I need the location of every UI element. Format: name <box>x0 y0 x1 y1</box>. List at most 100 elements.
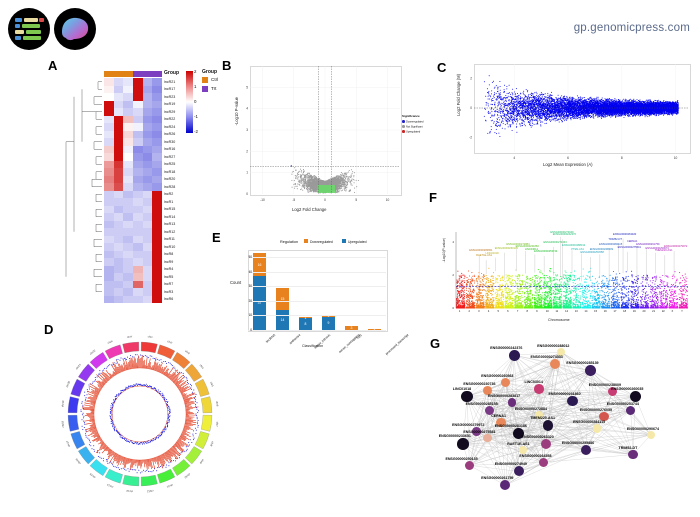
network-node-label: ENSG00000233651 <box>439 434 471 438</box>
bar-value-label: 3 <box>345 326 358 330</box>
network-node-label: ENSG00000275541 <box>463 430 495 434</box>
manhattan-gene-label: ENSG00000274949 <box>550 231 573 234</box>
heatmap-cell <box>133 220 143 228</box>
network-node[interactable] <box>534 384 544 394</box>
network-node[interactable] <box>500 480 511 491</box>
network-node[interactable] <box>508 349 520 361</box>
heatmap-cell <box>133 93 143 101</box>
network-node-label: ENSG00000276055 <box>580 408 612 412</box>
heatmap-cell <box>104 153 114 161</box>
heatmap-cell <box>113 258 124 266</box>
heatmap-cell <box>133 175 143 183</box>
volcano-legend-item: Upregulated <box>402 130 420 134</box>
heatmap-cell <box>152 228 162 236</box>
network-node[interactable] <box>557 347 566 357</box>
heatmap-cell <box>104 235 114 243</box>
heatmap-row-label: lncR28 <box>164 185 175 189</box>
volcano-legend-label: Downregulated <box>406 121 423 124</box>
bar-segment-downregulated: 16 <box>253 252 266 277</box>
bar-ytick: 0 <box>244 328 252 332</box>
heatmap-cell <box>133 235 143 243</box>
svg-text:4: 4 <box>246 107 248 111</box>
heatmap-cell <box>133 183 143 191</box>
heatmap-cell <box>152 93 162 101</box>
network-node-label: ENSG00000230736 <box>463 382 495 386</box>
network-node[interactable] <box>585 365 596 376</box>
heatmap-cell <box>123 108 133 116</box>
network-node[interactable] <box>534 410 544 420</box>
heatmap-cell <box>104 228 114 236</box>
network-node[interactable] <box>626 405 636 415</box>
group-annotation-cell <box>104 71 114 77</box>
manhattan-chr-tick: 7 <box>517 310 518 313</box>
heatmap-cell <box>104 115 114 123</box>
heatmap-cell <box>133 243 143 251</box>
network-node[interactable] <box>608 387 618 397</box>
heatmap-cell <box>113 243 124 251</box>
heatmap-row-label: lncR26 <box>164 132 175 136</box>
network-node[interactable] <box>549 359 560 370</box>
heatmap-cell <box>133 228 143 236</box>
network-node[interactable] <box>540 438 551 449</box>
network-node[interactable] <box>483 433 492 442</box>
heatmap-cell <box>123 85 133 93</box>
manhattan-gene-label: ENSG00000279972 <box>664 245 687 248</box>
heatmap-cell <box>113 85 124 93</box>
network-node[interactable] <box>542 420 554 431</box>
bar-ytick: 50 <box>244 255 252 259</box>
network-node[interactable] <box>567 395 578 407</box>
heatmap-cell <box>142 190 153 198</box>
network-node[interactable] <box>513 466 524 477</box>
network-node[interactable] <box>464 460 475 471</box>
manhattan-chr-tick: 21 <box>652 310 655 313</box>
network-node[interactable] <box>496 417 506 428</box>
network-node[interactable] <box>538 457 548 467</box>
network-node[interactable] <box>519 446 528 455</box>
network-node[interactable] <box>513 427 525 439</box>
network-node[interactable] <box>646 430 656 439</box>
network-node[interactable] <box>471 427 481 437</box>
network-node[interactable] <box>599 411 609 422</box>
group-legend-label: Ctrl <box>211 77 218 82</box>
heatmap-cell <box>142 258 153 266</box>
network-node[interactable] <box>507 398 517 407</box>
heatmap-cell <box>113 160 124 168</box>
network-node[interactable] <box>456 438 469 450</box>
network-node-label: ENSG00000263320 <box>522 435 554 439</box>
network-node[interactable] <box>628 449 638 460</box>
heatmap-cell <box>104 243 114 251</box>
heatmap-cell <box>104 175 114 183</box>
heatmap-cell <box>133 160 143 168</box>
network-node[interactable] <box>592 424 602 433</box>
heatmap-row-label: lncR20 <box>164 177 175 181</box>
heatmap-row-label: lncR17 <box>164 87 175 91</box>
heatmap-cell <box>104 265 114 273</box>
network-node[interactable] <box>580 445 591 456</box>
network-node[interactable] <box>629 390 641 403</box>
heatmap-cell <box>142 145 153 153</box>
colorbar-tick: -2 <box>194 129 198 134</box>
heatmap-cell <box>142 288 153 296</box>
manhattan-chr-tick: Y <box>681 310 683 313</box>
network-node[interactable] <box>500 378 510 388</box>
heatmap-cell <box>123 220 133 228</box>
manhattan-chr-tick: X <box>672 310 674 313</box>
network-node[interactable] <box>482 385 492 395</box>
network-node[interactable] <box>461 390 473 403</box>
bar-ytick: 40 <box>244 270 252 274</box>
heatmap-cell <box>104 168 114 176</box>
heatmap-cell <box>152 160 162 168</box>
network-node[interactable] <box>485 405 495 415</box>
heatmap-cell <box>123 168 133 176</box>
group-annotation-label: Group <box>164 70 179 76</box>
svg-text:2: 2 <box>246 149 248 153</box>
bar-value-label: 9 <box>322 321 335 325</box>
heatmap-cell <box>152 138 162 146</box>
heatmap-cell <box>104 213 114 221</box>
heatmap-row-label: lncR19 <box>164 102 175 106</box>
heatmap-cell <box>113 115 124 123</box>
heatmap-cell <box>133 115 143 123</box>
network-node-label: ENSG00000283817 <box>488 394 520 398</box>
network-node-label: ENSG00000285155 <box>466 402 498 406</box>
group-annotation-cell <box>133 71 143 77</box>
